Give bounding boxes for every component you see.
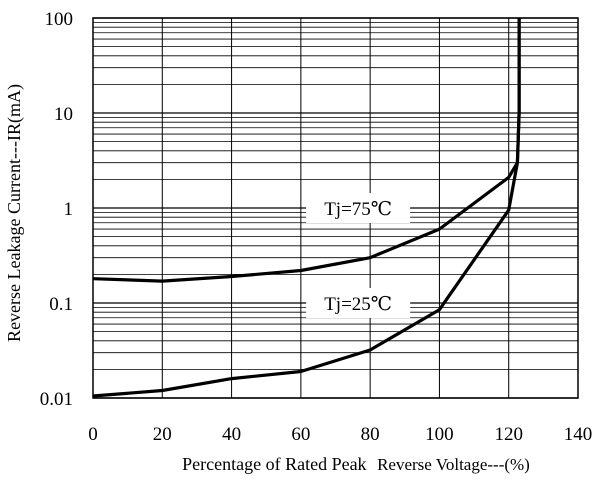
series-labels: Tj=75℃ Tj=25℃ [306,193,411,318]
x-axis-label-part2: Reverse Voltage---(%) [377,455,530,474]
x-tick-label: 20 [153,424,172,445]
series-label-tj25: Tj=25℃ [324,294,392,315]
y-tick-label: 100 [45,9,74,30]
series-line-tj25 [92,18,521,398]
x-axis-label: Percentage of Rated Peak Reverse Voltage… [182,454,530,474]
y-tick-label: 10 [54,104,73,125]
y-tick-label: 1 [64,199,74,220]
series-label-bg [306,288,411,318]
x-tick-label: 140 [564,424,593,445]
x-axis-label-part1: Percentage of Rated Peak [182,454,366,474]
y-tick-labels: 0.01 0.1 1 10 100 [40,9,73,410]
x-tick-label: 80 [361,424,380,445]
x-tick-label: 60 [291,424,310,445]
series-line-tj75 [92,18,521,283]
y-tick-label: 0.1 [49,294,73,315]
x-tick-label: 40 [222,424,241,445]
series-label-tj75: Tj=75℃ [324,199,392,220]
x-tick-label: 120 [494,424,523,445]
plot-frame [92,17,579,399]
y-axis-label: Reverse Leakage Current---IR(mA) [4,84,25,342]
x-tick-label: 100 [425,424,454,445]
series-label-bg [306,193,411,223]
y-tick-label: 0.01 [40,389,73,410]
x-tick-labels: 0 20 40 60 80 100 120 140 [88,424,592,445]
x-tick-label: 0 [88,424,98,445]
series-lines [92,18,521,398]
